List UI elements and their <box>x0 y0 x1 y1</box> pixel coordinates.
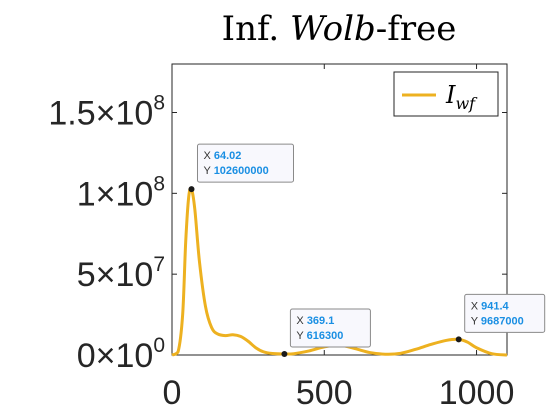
x-tick-label: 1000 <box>439 374 515 412</box>
datatip-marker <box>455 336 462 343</box>
datatip-box <box>196 143 294 183</box>
datatip-y: Y 102600000 <box>203 165 268 177</box>
series-layer <box>171 186 508 357</box>
datatip-x: X 941.4 <box>471 300 510 312</box>
datatips: X 64.02 Y 102600000 X 369.1 Y 616300 X 941.4… <box>188 143 546 358</box>
datatip-x: X 369.1 <box>296 315 334 327</box>
datatip-y: Y 9687000 <box>471 315 524 327</box>
legend-label: Iwf <box>445 81 478 113</box>
datatip-marker <box>188 186 195 193</box>
y-tick-label: 5×107 <box>77 253 165 294</box>
y-tick-label: 0×100 <box>77 334 165 375</box>
chart-title: Inf. Wolb-free <box>222 9 457 49</box>
datatip-x: X 64.02 <box>203 150 241 162</box>
legend: Iwf <box>393 71 499 117</box>
y-tick-label: 1×108 <box>77 172 165 213</box>
series-line <box>171 186 508 357</box>
y-axis: 0×100 5×107 1×108 1.5×108 <box>48 92 507 375</box>
datatip-y: Y 616300 <box>296 330 343 342</box>
datatip-marker <box>281 351 288 358</box>
x-tick-label: 500 <box>296 374 353 412</box>
datatip-box <box>464 293 546 333</box>
y-tick-label: 1.5×108 <box>48 92 165 133</box>
datatip-box <box>289 308 371 348</box>
x-tick-label: 0 <box>163 374 182 412</box>
x-axis: 0 500 1000 <box>163 64 515 412</box>
